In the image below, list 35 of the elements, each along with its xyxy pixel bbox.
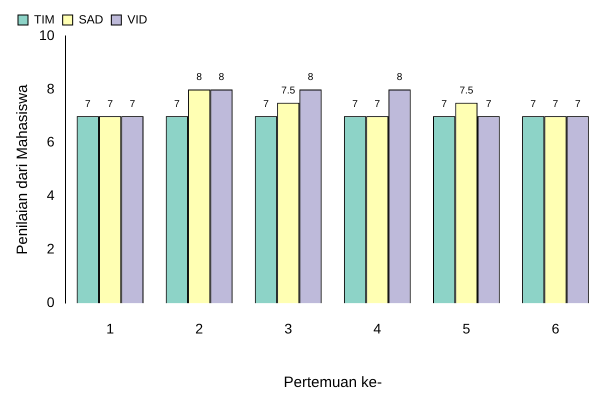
x-tick-label: 6: [552, 320, 560, 336]
data-label: 7: [107, 98, 114, 110]
data-label: 7: [574, 98, 581, 110]
data-label: 7: [263, 98, 270, 110]
data-label: 7: [85, 98, 92, 110]
y-tick-label: 2: [46, 240, 55, 257]
legend-label: VID: [127, 12, 148, 26]
data-label: 7: [552, 98, 559, 110]
data-label: 8: [196, 72, 202, 84]
data-label: 7: [486, 98, 492, 110]
data-label: 7.5: [459, 86, 474, 97]
x-axis-title: Pertemuan ke-: [284, 374, 382, 392]
y-tick-label: 4: [46, 187, 55, 204]
y-tick-label: 0: [46, 294, 55, 310]
data-label: 7: [374, 98, 381, 110]
data-label: 7: [352, 98, 358, 110]
y-tick-label: 10: [38, 26, 55, 43]
data-label: 7: [130, 98, 136, 110]
x-tick-label: 3: [284, 320, 292, 336]
x-tick-label: 1: [106, 320, 114, 336]
x-tick-label: 2: [195, 320, 204, 336]
y-tick-label: 8: [46, 80, 55, 96]
y-axis-title: Penilaian dari Mahasiswa: [14, 84, 32, 255]
legend-label: TIM: [34, 12, 55, 26]
data-label: 8: [218, 72, 225, 84]
x-tick-label: 4: [373, 320, 382, 336]
data-label: 7.5: [281, 86, 296, 97]
x-tick-label: 5: [462, 320, 470, 336]
data-label: 7: [530, 98, 536, 110]
data-label: 7: [441, 98, 448, 110]
data-label: 8: [396, 72, 403, 84]
data-label: 8: [308, 72, 314, 84]
legend-label: SAD: [78, 12, 104, 26]
y-tick-label: 6: [46, 134, 55, 150]
data-label: 7: [174, 98, 180, 110]
